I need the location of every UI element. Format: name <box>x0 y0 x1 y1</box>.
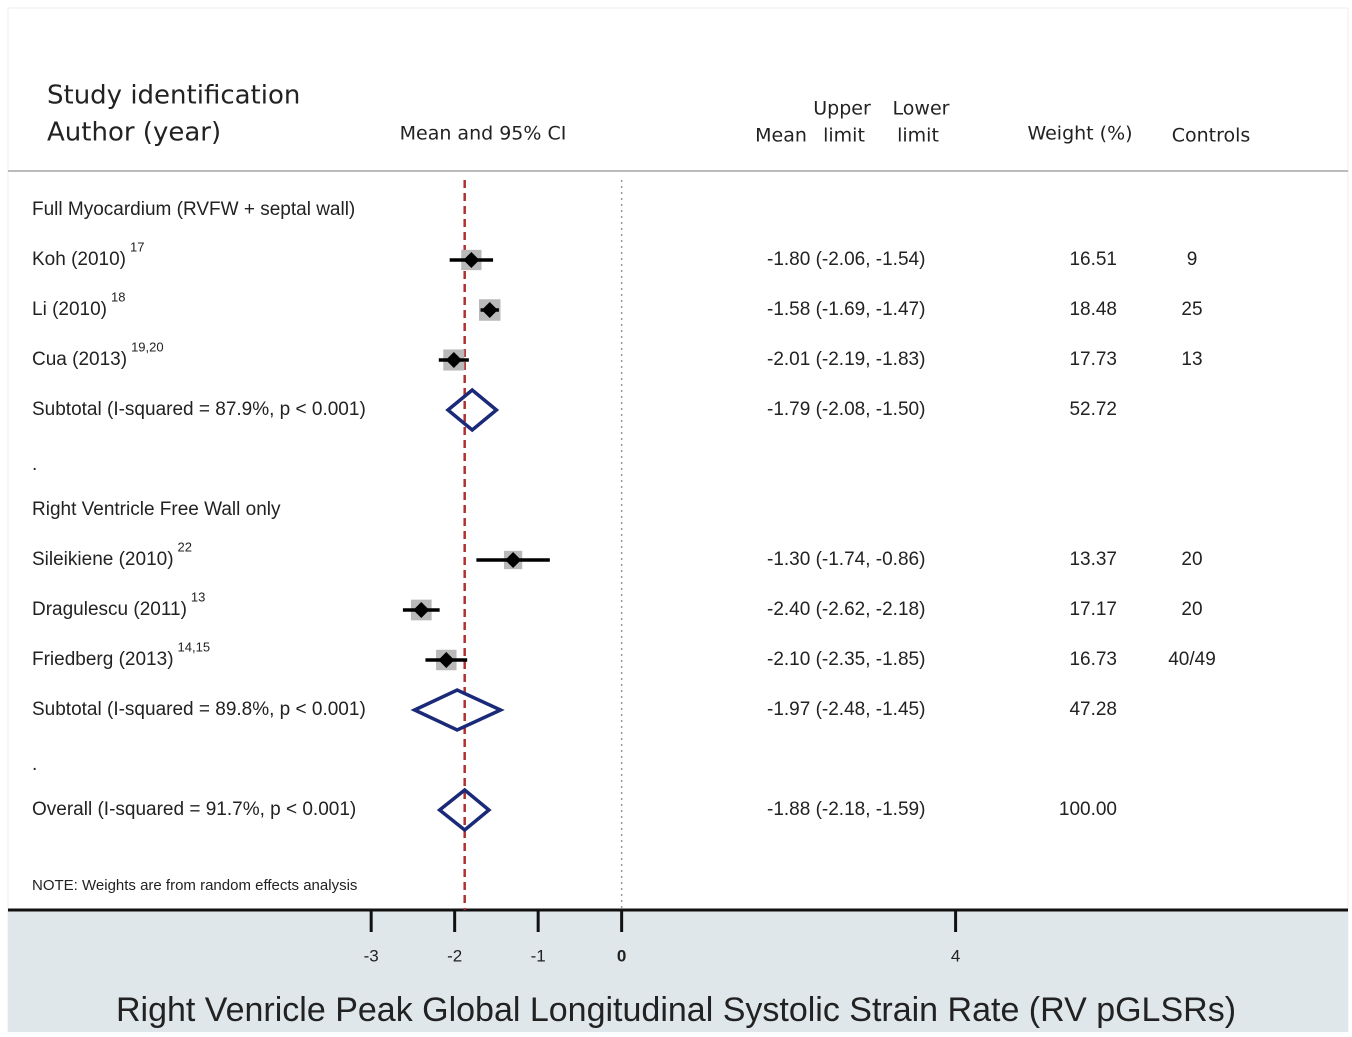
header-upper: limit <box>823 125 865 147</box>
point-estimate <box>463 252 480 268</box>
group-title: Right Ventricle Free Wall only <box>32 499 281 520</box>
weight-label: 16.73 <box>1069 649 1117 670</box>
estimate-label: -2.40 (-2.62, -2.18) <box>767 599 925 620</box>
point-estimate <box>505 552 522 568</box>
weight-label: 100.00 <box>1059 799 1117 820</box>
estimate-label: -1.58 (-1.69, -1.47) <box>767 299 925 320</box>
pooled-diamond <box>436 787 492 833</box>
pooled-label: Subtotal (I-squared = 89.8%, p < 0.001) <box>32 699 366 720</box>
weight-label: 13.37 <box>1069 549 1117 570</box>
x-tick-label: 0 <box>617 946 626 965</box>
estimate-label: -2.01 (-2.19, -1.83) <box>767 349 925 370</box>
weight-label: 16.51 <box>1069 249 1117 270</box>
weight-label: 17.17 <box>1069 599 1117 620</box>
header-mean-ci: Mean and 95% CI <box>400 123 567 145</box>
header-weight: Weight (%) <box>1027 123 1132 145</box>
x-tick-label: -2 <box>447 946 462 965</box>
controls-label: 40/49 <box>1168 649 1216 670</box>
header-controls: Controls <box>1172 125 1251 147</box>
controls-label: 9 <box>1187 249 1198 270</box>
weight-label: 47.28 <box>1069 699 1117 720</box>
estimate-label: -1.79 (-2.08, -1.50) <box>767 399 925 420</box>
study-refs: 18 <box>111 289 125 304</box>
point-estimate <box>481 302 498 318</box>
x-tick-label: -1 <box>531 946 546 965</box>
study-name: Friedberg (2013) <box>32 649 174 670</box>
point-estimate <box>438 652 455 668</box>
study-name: Sileikiene (2010) <box>32 549 174 570</box>
x-tick-label: 4 <box>951 946 960 965</box>
study-name: Li (2010) <box>32 299 107 320</box>
controls-label: 20 <box>1181 549 1202 570</box>
study-name: Koh (2010) <box>32 249 126 270</box>
axis-band <box>8 910 1348 1037</box>
estimate-label: -1.97 (-2.48, -1.45) <box>767 699 925 720</box>
header-author: Author (year) <box>47 118 221 148</box>
study-refs: 19,20 <box>131 339 164 354</box>
study-name: Cua (2013) <box>32 349 127 370</box>
weight-label: 52.72 <box>1069 399 1117 420</box>
header-lower: limit <box>897 125 939 147</box>
estimate-label: -2.10 (-2.35, -1.85) <box>767 649 925 670</box>
x-tick-label: -3 <box>364 946 379 965</box>
pooled-diamond <box>410 688 505 732</box>
study-refs: 13 <box>191 589 205 604</box>
pooled-label: Overall (I-squared = 91.7%, p < 0.001) <box>32 799 356 820</box>
group-title: Full Myocardium (RVFW + septal wall) <box>32 199 355 220</box>
header-study: Study identification <box>47 81 300 111</box>
x-axis-title: Right Venricle Peak Global Longitudinal … <box>116 991 1236 1029</box>
header-lower: Lower <box>893 98 950 120</box>
spacer: . <box>32 754 37 775</box>
controls-label: 20 <box>1181 599 1202 620</box>
header-upper: Upper <box>813 98 871 120</box>
header-mean: Mean <box>755 125 807 147</box>
weight-label: 18.48 <box>1069 299 1117 320</box>
study-refs: 17 <box>130 239 144 254</box>
pooled-label: Subtotal (I-squared = 87.9%, p < 0.001) <box>32 399 366 420</box>
point-estimate <box>413 602 430 618</box>
point-estimate <box>445 352 462 368</box>
study-refs: 14,15 <box>178 639 211 654</box>
weight-label: 17.73 <box>1069 349 1117 370</box>
estimate-label: -1.88 (-2.18, -1.59) <box>767 799 925 820</box>
estimate-label: -1.30 (-1.74, -0.86) <box>767 549 925 570</box>
controls-label: 25 <box>1181 299 1202 320</box>
plot-frame <box>7 7 1349 1037</box>
spacer: . <box>32 454 37 475</box>
pooled-diamond <box>445 387 500 433</box>
study-refs: 22 <box>178 539 192 554</box>
controls-label: 13 <box>1181 349 1202 370</box>
note: NOTE: Weights are from random effects an… <box>32 877 357 894</box>
study-name: Dragulescu (2011) <box>32 599 187 620</box>
estimate-label: -1.80 (-2.06, -1.54) <box>767 249 925 270</box>
